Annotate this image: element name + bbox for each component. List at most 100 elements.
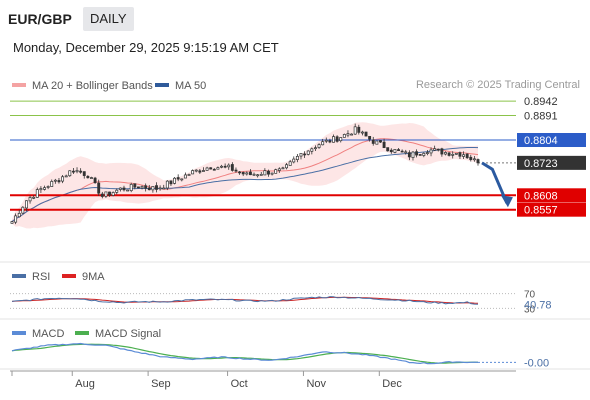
candle-body <box>230 164 234 171</box>
candle-body <box>357 126 361 133</box>
candle-body <box>371 139 375 144</box>
rsi-ma-swatch <box>62 274 76 279</box>
x-tick-label-Oct: Oct <box>231 378 248 390</box>
bollinger-band-fill <box>12 122 478 229</box>
candle-body <box>288 161 292 166</box>
x-tick-label-Sep: Sep <box>151 378 171 390</box>
candle-body <box>82 171 86 176</box>
candle-body <box>292 158 296 163</box>
candlesticks <box>10 123 480 225</box>
legend-rsi-ma: 9MA <box>62 270 105 284</box>
rsi-level-label-30: 30 <box>524 304 536 315</box>
candle-body <box>126 189 130 192</box>
legend-rsi-label: RSI <box>32 271 51 283</box>
copyright-text: Research © 2025 Trading Central <box>415 79 580 91</box>
candle-body <box>346 133 350 136</box>
candle-body <box>46 186 50 188</box>
ma50-line <box>11 147 479 222</box>
legend-ma20: MA 20 + Bollinger Bands <box>12 79 153 93</box>
candle-body <box>32 197 36 199</box>
candle-body <box>462 154 466 157</box>
candle-body <box>313 147 317 150</box>
rsi-swatch <box>12 274 26 279</box>
candle-body <box>21 206 25 214</box>
candle-body <box>389 149 393 153</box>
candle-body <box>158 187 162 190</box>
candle-body <box>198 170 202 173</box>
candle-body <box>353 126 357 135</box>
legend-macd-signal-label: MACD Signal <box>95 328 162 340</box>
candle-body <box>454 152 458 155</box>
time-axis: Aug Sep Oct Nov Dec <box>0 261 590 390</box>
candle-body <box>379 140 382 143</box>
timestamp: Monday, December 29, 2025 9:15:19 AM CET <box>13 40 279 55</box>
candle-body <box>93 177 97 184</box>
candle-body <box>321 141 325 146</box>
rsi-level-label-70: 70 <box>524 290 536 301</box>
candle-body <box>191 170 195 175</box>
macd-signal-line <box>11 343 479 364</box>
candle-body <box>238 171 242 174</box>
candle-body <box>155 185 158 190</box>
candle-body <box>444 152 447 155</box>
candle-body <box>86 175 90 179</box>
candle-body <box>71 170 75 173</box>
period-badge[interactable]: DAILY <box>83 7 134 31</box>
candle-body <box>267 170 270 175</box>
candle-body <box>429 149 433 154</box>
legend-ma50-label: MA 50 <box>175 80 207 92</box>
candle-body <box>310 148 314 152</box>
candle-body <box>407 152 411 158</box>
candle-body <box>147 187 151 191</box>
candle-body <box>220 165 223 168</box>
level-label-0.8942: 0.8942 <box>524 96 558 108</box>
legend-macd: MACD <box>12 327 64 341</box>
level-tag-0.8608 <box>517 188 586 203</box>
legend-macd-signal: MACD Signal <box>75 327 161 341</box>
level-label-0.8608: 0.8608 <box>524 190 558 202</box>
x-tick-label-Dec: Dec <box>382 378 402 390</box>
candle-body <box>194 169 198 172</box>
candle-body <box>61 176 65 182</box>
candle-body <box>472 158 476 161</box>
candle-body <box>100 193 104 197</box>
candle-body <box>169 180 173 185</box>
candle-body <box>115 189 119 193</box>
candle-body <box>397 149 400 151</box>
candle-body <box>176 177 180 180</box>
candle-body <box>136 186 140 189</box>
candle-body <box>209 167 213 170</box>
candle-body <box>335 136 339 142</box>
candle-body <box>108 191 111 196</box>
candle-body <box>241 172 245 175</box>
candle-body <box>212 168 216 171</box>
candle-body <box>476 159 480 164</box>
rsi-last-value: 40.78 <box>524 299 552 311</box>
candle-body <box>118 187 122 190</box>
candle-body <box>133 183 137 188</box>
candle-body <box>386 147 390 152</box>
candle-body <box>252 173 256 176</box>
candle-body <box>35 189 39 198</box>
candle-body <box>465 153 469 159</box>
level-label-0.8723: 0.8723 <box>524 158 558 170</box>
candle-body <box>433 148 437 151</box>
candle-body <box>299 153 303 157</box>
candle-body <box>404 151 408 154</box>
candle-body <box>43 187 46 190</box>
candle-body <box>64 175 68 178</box>
candle-body <box>364 131 368 137</box>
candle-body <box>469 156 473 160</box>
candle-body <box>425 152 429 154</box>
candle-body <box>75 170 79 173</box>
candle-body <box>216 167 220 170</box>
x-tick-label-Aug: Aug <box>75 378 95 390</box>
candle-body <box>270 172 274 175</box>
candle-body <box>393 149 397 153</box>
candle-body <box>122 187 126 191</box>
candle-body <box>24 200 28 209</box>
rsi-line <box>11 296 479 305</box>
candle-body <box>90 177 93 179</box>
candle-body <box>418 154 422 156</box>
